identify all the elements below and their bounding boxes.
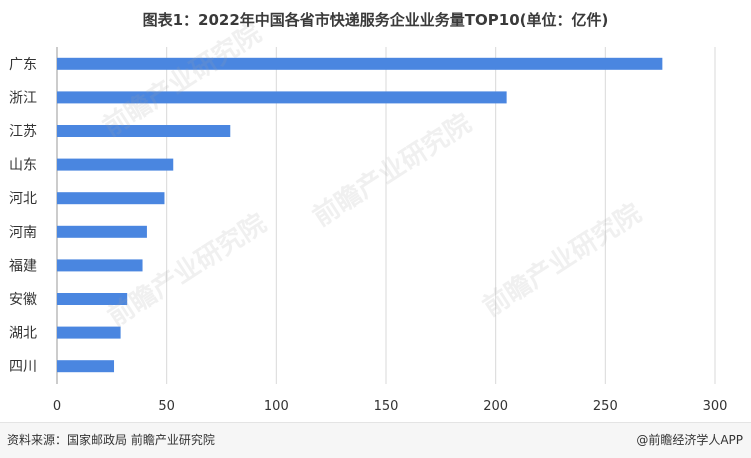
credit-text: @前瞻经济学人APP	[636, 433, 743, 447]
category-label: 山东	[9, 158, 37, 174]
footer: 资料来源：国家邮政局 前瞻产业研究院 @前瞻经济学人APP	[0, 422, 751, 458]
bar	[57, 259, 143, 272]
x-tick-label: 100	[264, 399, 289, 414]
bar	[57, 192, 165, 205]
x-tick-label: 150	[374, 399, 399, 414]
chart-title: 图表1：2022年中国各省市快递服务企业业务量TOP10(单位：亿件)	[142, 11, 609, 29]
category-label: 广东	[9, 57, 37, 73]
bar	[57, 225, 147, 238]
category-label: 四川	[9, 359, 37, 375]
x-tick-label: 200	[483, 399, 508, 414]
category-label: 河北	[9, 191, 37, 207]
bar	[57, 326, 121, 339]
x-tick-label: 300	[703, 399, 728, 414]
category-label: 湖北	[9, 326, 37, 342]
x-tick-label: 250	[593, 399, 618, 414]
category-label: 福建	[9, 258, 37, 274]
category-label: 江苏	[9, 124, 37, 140]
category-label: 河南	[9, 225, 37, 241]
x-tick-label: 50	[158, 399, 175, 414]
bar	[57, 293, 128, 305]
bar	[57, 91, 507, 104]
x-tick-label: 0	[53, 399, 61, 414]
category-label: 安徽	[9, 292, 37, 308]
bar	[57, 57, 663, 70]
bar	[57, 125, 231, 137]
bar	[57, 158, 174, 171]
category-label: 浙江	[9, 90, 37, 106]
source-text: 资料来源：国家邮政局 前瞻产业研究院	[7, 433, 215, 447]
bar	[57, 360, 115, 373]
